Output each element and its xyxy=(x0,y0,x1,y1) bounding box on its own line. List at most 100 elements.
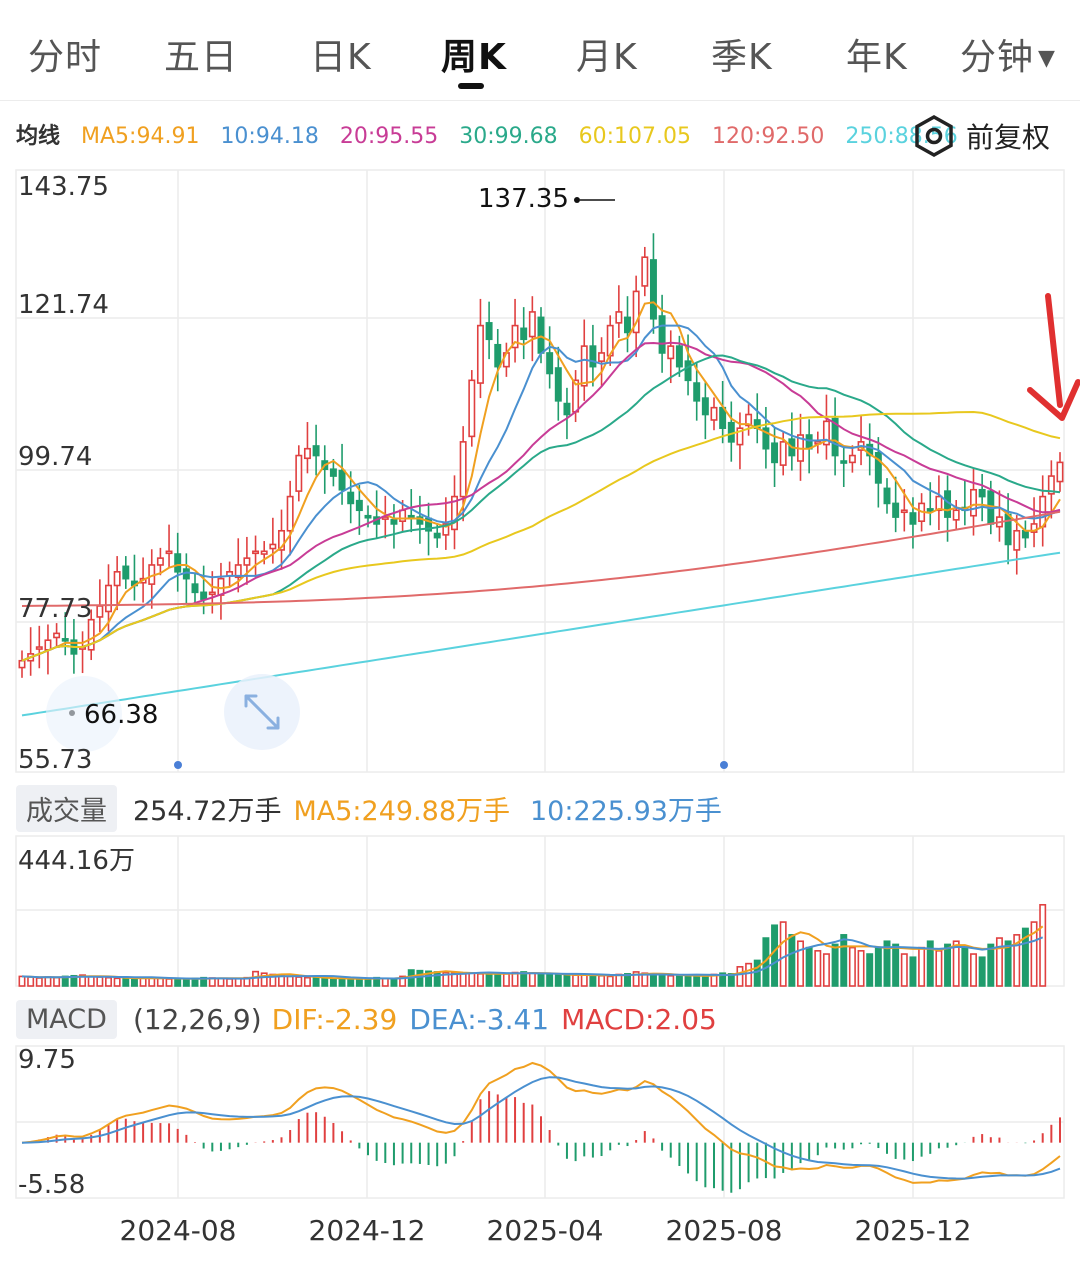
red-arrow-head xyxy=(1027,379,1080,421)
candle xyxy=(970,488,977,517)
volume-bar xyxy=(719,972,727,987)
candle xyxy=(208,591,216,596)
candle xyxy=(667,345,675,360)
volume-bar xyxy=(589,974,597,987)
volume-bar xyxy=(537,973,545,987)
candle xyxy=(278,529,285,551)
tab-intraday[interactable]: 分时 xyxy=(28,37,103,78)
candle xyxy=(355,499,363,512)
candle xyxy=(649,259,657,320)
candle xyxy=(485,322,493,341)
volume-bar xyxy=(53,976,61,987)
tab-daily-k[interactable]: 日K xyxy=(310,37,372,78)
x-axis-label: 2025-04 xyxy=(486,1214,604,1247)
volume-bar xyxy=(70,974,78,987)
volume-bar xyxy=(753,959,761,987)
candle xyxy=(892,502,900,518)
candle xyxy=(96,605,104,618)
tab-five-day[interactable]: 五日 xyxy=(164,37,239,78)
volume-bar xyxy=(822,953,830,987)
adjust-mode-label: 前复权 xyxy=(965,121,1050,154)
event-dot xyxy=(720,761,728,769)
volume-ma10-line xyxy=(21,936,1044,980)
candle xyxy=(952,509,960,521)
volume-bar xyxy=(1013,934,1021,987)
candle xyxy=(156,557,164,566)
candle xyxy=(252,550,260,555)
candle xyxy=(338,469,346,491)
volume-bar xyxy=(459,973,467,987)
tab-yearly-k[interactable]: 年K xyxy=(846,37,908,78)
candle xyxy=(805,434,813,450)
tab-quarterly-k[interactable]: 季K xyxy=(711,37,773,78)
candle xyxy=(1004,513,1012,546)
candle xyxy=(762,427,770,450)
candle xyxy=(416,516,424,525)
macd-badge[interactable]: MACD xyxy=(16,999,117,1039)
volume-bar xyxy=(165,978,173,987)
candle xyxy=(468,379,476,438)
price-axis-label: 143.75 xyxy=(18,172,109,202)
candle xyxy=(624,316,631,334)
candle xyxy=(520,327,528,341)
volume-bar xyxy=(130,977,138,987)
volume-axis-max: 444.16万 xyxy=(18,846,135,876)
adjust-mode-button[interactable]: 前复权 xyxy=(912,114,1050,158)
candle xyxy=(1056,461,1064,483)
volume-bar xyxy=(96,976,104,987)
volume-bar xyxy=(122,978,130,987)
tab-weekly-k[interactable]: 周K xyxy=(441,37,507,78)
candle xyxy=(399,509,407,523)
volume-bar xyxy=(312,977,320,987)
volume-bar xyxy=(433,971,441,987)
volume-bar xyxy=(693,974,701,987)
candle xyxy=(693,382,701,402)
volume-bar xyxy=(701,975,709,987)
volume-bar xyxy=(1039,903,1047,987)
candle xyxy=(563,402,571,416)
tab-minute[interactable]: 分钟 ▼ xyxy=(960,28,1056,80)
red-arrow-shaft xyxy=(1045,293,1063,408)
volume-bar xyxy=(918,946,926,987)
volume-bar xyxy=(848,946,856,987)
macd-axis-max: 9.75 xyxy=(18,1045,76,1075)
volume-badge[interactable]: 成交量 xyxy=(16,784,117,832)
candle xyxy=(122,565,130,580)
ma60-line xyxy=(21,410,1061,662)
candle xyxy=(200,591,208,600)
volume-bar xyxy=(476,973,484,987)
volume-bar xyxy=(113,977,121,987)
volume-bar xyxy=(35,977,43,987)
volume-bar xyxy=(874,946,882,987)
candle xyxy=(701,397,709,416)
volume-bar xyxy=(580,973,588,987)
volume-bar xyxy=(217,977,225,987)
volume-bar xyxy=(226,978,234,987)
candle xyxy=(909,512,917,525)
volume-bar xyxy=(736,966,744,987)
ma10-line xyxy=(21,324,1061,662)
volume-bar xyxy=(1004,940,1012,987)
volume-bar xyxy=(779,921,787,987)
candle xyxy=(433,532,441,539)
volume-bar xyxy=(416,969,424,987)
volume-bar xyxy=(866,953,874,987)
tab-monthly-k[interactable]: 月K xyxy=(576,37,638,78)
candle xyxy=(217,577,225,596)
macd-value: MACD:2.05 xyxy=(561,1002,717,1036)
candle xyxy=(831,417,839,457)
candle xyxy=(874,452,882,484)
candle xyxy=(658,315,666,354)
volume-bar xyxy=(840,934,848,987)
volume-bar xyxy=(771,924,779,987)
ma120-line xyxy=(21,510,1061,607)
candle xyxy=(234,564,242,579)
candle xyxy=(580,345,588,387)
volume-bar xyxy=(355,978,363,987)
volume-bar xyxy=(286,975,294,987)
volume-bar xyxy=(295,976,303,987)
candle xyxy=(926,508,934,512)
candle xyxy=(165,550,173,555)
candle xyxy=(546,352,554,375)
